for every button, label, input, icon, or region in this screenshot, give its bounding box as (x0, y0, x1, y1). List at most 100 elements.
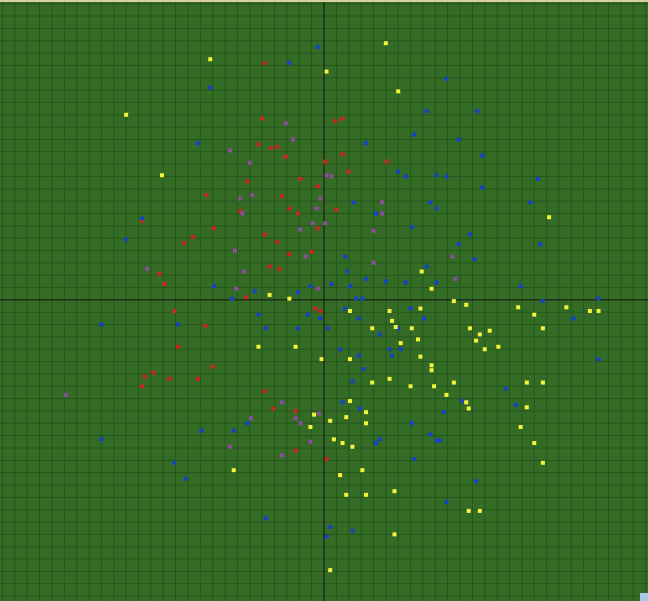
point (475, 109, 480, 114)
point (392, 489, 397, 494)
point (351, 200, 356, 205)
point (347, 308, 352, 313)
point (334, 207, 339, 212)
point (524, 380, 529, 385)
point (456, 242, 461, 247)
point (408, 384, 413, 389)
point (432, 384, 437, 389)
point (275, 239, 280, 244)
point (380, 211, 385, 216)
point (263, 516, 268, 521)
point (228, 148, 233, 153)
point (195, 376, 200, 381)
point (247, 160, 252, 165)
point (230, 296, 235, 301)
point (241, 269, 246, 274)
point (350, 528, 355, 533)
point (63, 392, 68, 397)
point (298, 176, 303, 181)
point (418, 306, 423, 311)
point (364, 421, 369, 426)
point (309, 249, 314, 254)
point (424, 264, 429, 269)
point (347, 399, 352, 404)
point (496, 344, 501, 349)
point (357, 406, 362, 411)
point (596, 296, 601, 301)
point (571, 316, 576, 321)
point (312, 412, 317, 417)
point (195, 141, 200, 146)
point (403, 174, 408, 179)
point (268, 146, 273, 151)
point (267, 292, 272, 297)
top-border (0, 0, 648, 2)
point (444, 174, 449, 179)
point (279, 453, 284, 458)
point (204, 192, 209, 197)
point (287, 252, 292, 257)
point (467, 232, 472, 237)
point (387, 308, 392, 313)
point (151, 370, 156, 375)
point (331, 437, 336, 442)
point (182, 241, 187, 246)
point (160, 173, 164, 178)
point (256, 312, 261, 317)
point (343, 254, 348, 259)
point (398, 347, 403, 352)
point (271, 406, 276, 411)
point (315, 286, 320, 291)
point (237, 196, 242, 201)
point (419, 269, 424, 274)
point (373, 441, 378, 446)
point (344, 415, 349, 420)
point (467, 326, 472, 331)
point (528, 200, 533, 205)
point (429, 368, 434, 373)
point (371, 228, 376, 233)
point (347, 284, 352, 289)
point (350, 379, 355, 384)
point (340, 441, 345, 446)
point (428, 200, 433, 205)
point (340, 152, 345, 157)
point (370, 380, 375, 385)
point (142, 374, 147, 379)
point (283, 121, 288, 126)
point (377, 332, 382, 337)
point (256, 344, 261, 349)
point (516, 305, 521, 310)
point (385, 159, 390, 164)
point (393, 325, 398, 330)
point (234, 286, 239, 291)
point (345, 269, 350, 274)
point (564, 305, 569, 310)
point (244, 295, 249, 300)
point (249, 416, 254, 421)
point (460, 399, 465, 404)
point (293, 448, 298, 453)
point (456, 137, 461, 142)
point (252, 289, 257, 294)
point (532, 441, 537, 446)
point (303, 254, 308, 259)
point (340, 116, 345, 121)
point (296, 290, 301, 295)
point (237, 209, 242, 214)
point (328, 568, 333, 573)
point (329, 281, 334, 286)
point (262, 232, 267, 237)
point (346, 169, 351, 174)
point (99, 322, 104, 327)
point (275, 144, 280, 149)
point (262, 60, 267, 65)
point (228, 444, 233, 449)
point (364, 276, 369, 281)
point (434, 280, 439, 285)
corner-handle (640, 593, 648, 601)
point (245, 421, 250, 426)
point (293, 344, 298, 349)
point (279, 400, 284, 405)
point (370, 326, 375, 331)
